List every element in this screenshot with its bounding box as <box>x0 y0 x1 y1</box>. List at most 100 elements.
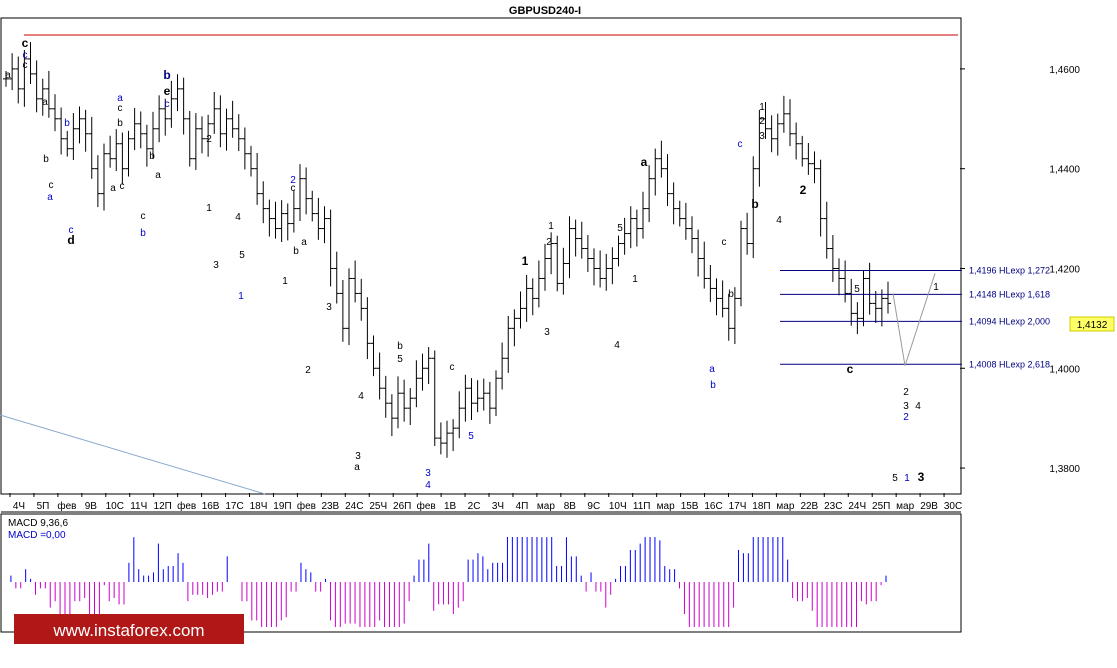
wave-label: 3 <box>213 260 219 271</box>
x-tick-label: 30С <box>944 501 962 512</box>
wave-label: 1 <box>548 221 554 232</box>
x-tick-label: 1В <box>444 501 457 512</box>
y-tick-label: 1,4600 <box>1049 65 1080 76</box>
wave-label: a <box>110 183 116 194</box>
wave-label: c <box>49 180 54 191</box>
wave-label: 4 <box>614 340 620 351</box>
x-tick-label: 26П <box>393 501 411 512</box>
y-tick-label: 1,3800 <box>1049 464 1080 475</box>
x-tick-label: 17Ч <box>729 501 747 512</box>
wave-label: c <box>450 362 455 373</box>
x-tick-label: 25П <box>872 501 890 512</box>
x-tick-label: 18Ч <box>250 501 268 512</box>
y-tick-label: 1,4200 <box>1049 264 1080 275</box>
price-bars <box>3 42 891 458</box>
x-tick-label: мар <box>896 501 914 512</box>
x-tick-label: 29В <box>920 501 938 512</box>
wave-label: 4 <box>915 401 921 412</box>
x-tick-label: фев <box>57 500 76 512</box>
wave-label: 1 <box>933 282 939 293</box>
wave-label: C <box>0 0 5 3</box>
wave-label: 1 <box>522 254 529 268</box>
x-axis: 4Ч 5П фев 9В 10С 11Ч 12П фев 16В 17С 18Ч 19П фев 23В 2… <box>9 493 962 512</box>
wave-label: 4 <box>358 391 364 402</box>
wave-label: c <box>722 237 727 248</box>
x-tick-label: 19П <box>273 501 291 512</box>
x-tick-label: мар <box>776 501 794 512</box>
wave-label: b <box>140 228 146 239</box>
wave-label: c <box>120 181 125 192</box>
x-tick-label: 16С <box>704 501 722 512</box>
trendline <box>0 414 266 495</box>
wave-label: a <box>354 462 360 473</box>
wave-label: 4 <box>776 215 782 226</box>
x-tick-label: 18П <box>752 501 770 512</box>
wave-label: 2 <box>903 387 909 398</box>
wave-label: c <box>69 225 74 236</box>
level-lines: 1,4196 HLexp 1,272 1,4148 HLexp 1,618 1,40… <box>780 265 1050 369</box>
wave-label: 3 <box>355 451 361 462</box>
x-tick-label: 23С <box>824 501 842 512</box>
wave-label: 1 <box>206 203 212 214</box>
wave-label: 2 <box>206 134 212 145</box>
wave-label: 1 <box>904 473 910 484</box>
wave-label: 1 <box>282 276 288 287</box>
x-tick-label: 16В <box>202 501 220 512</box>
wave-label: c <box>22 36 29 50</box>
wave-label: b <box>163 68 170 82</box>
wave-label: a <box>5 70 11 81</box>
wave-label: b <box>149 151 155 162</box>
wave-label: a <box>47 192 53 203</box>
wave-label: 2 <box>305 365 311 376</box>
wave-label: b <box>43 154 49 165</box>
x-tick-label: 24Ч <box>848 501 866 512</box>
wave-label: a <box>117 93 123 104</box>
x-tick-label: фев <box>297 500 316 512</box>
y-tick-label: 1,4000 <box>1049 364 1080 375</box>
projection-path <box>892 273 936 366</box>
x-tick-label: 2С <box>468 501 481 512</box>
wave-label: 1 <box>632 274 638 285</box>
x-tick-label: мар <box>537 501 555 512</box>
x-tick-label: 3Ч <box>492 501 504 512</box>
wave-label: c <box>847 362 854 376</box>
x-tick-label: 22В <box>800 501 818 512</box>
level-label: 1,4094 HLexp 2,000 <box>969 316 1050 326</box>
level-label: 1,4148 HLexp 1,618 <box>969 289 1050 299</box>
macd-value-label: MACD =0,00 <box>8 530 66 541</box>
wave-label: c <box>0 0 3 3</box>
wave-label: 2 <box>903 412 909 423</box>
current-price-label: 1,4132 <box>1077 320 1108 331</box>
x-tick-label: фев <box>177 500 196 512</box>
wave-label: c <box>738 139 743 150</box>
wave-label: a <box>42 97 48 108</box>
wave-label: 2 <box>546 237 552 248</box>
x-tick-label: 23В <box>321 501 339 512</box>
wave-label: b <box>293 246 299 257</box>
wave-label: 3 <box>903 401 909 412</box>
wave-label: c <box>291 183 296 194</box>
macd-histogram <box>10 537 887 627</box>
x-tick-label: 15В <box>681 501 699 512</box>
x-tick-label: 5П <box>37 501 50 512</box>
x-tick-label: 8В <box>564 501 577 512</box>
reference-lines <box>0 34 958 495</box>
wave-label: c <box>165 99 170 110</box>
x-tick-label: 12П <box>154 501 172 512</box>
wave-label: 3 <box>544 327 550 338</box>
y-axis: 1,4600 1,4400 1,4200 1,4000 1,3800 <box>960 65 1080 475</box>
current-price-box <box>1069 316 1115 332</box>
x-tick-label: 9В <box>85 501 98 512</box>
wave-label: a <box>641 155 648 169</box>
watermark-background <box>14 614 244 644</box>
wave-label: 1 <box>238 291 244 302</box>
wave-label: a <box>155 170 161 181</box>
macd-frame <box>0 513 962 633</box>
wave-labels: cccaabbcacdacbacbbecbac2134512cab12343ab… <box>0 0 939 491</box>
wave-label: 2 <box>759 116 765 127</box>
wave-label: c <box>118 103 123 114</box>
wave-label: 1 <box>759 102 765 113</box>
wave-label: 5 <box>397 354 403 365</box>
macd-label: MACD 9,36,6 <box>8 518 68 529</box>
